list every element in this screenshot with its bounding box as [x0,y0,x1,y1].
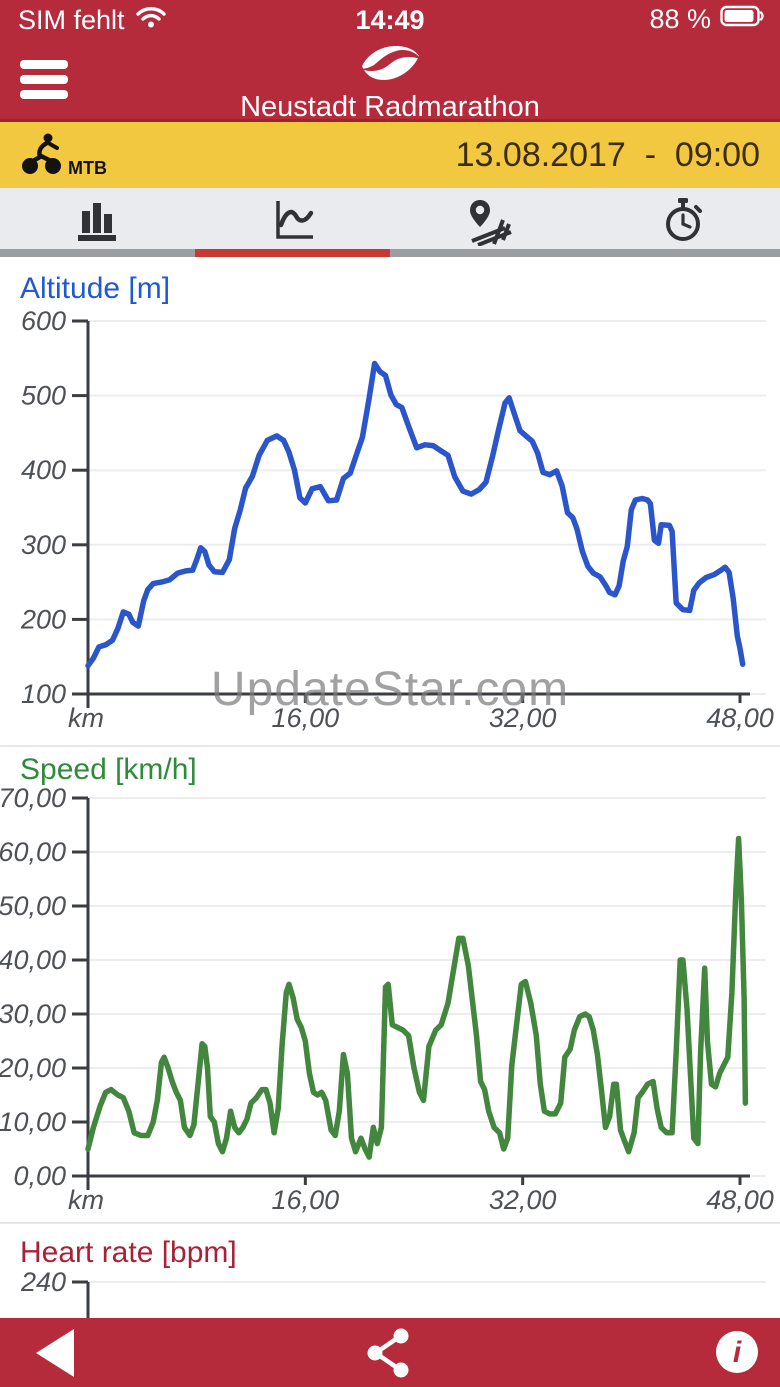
app-logo-icon [356,46,424,88]
y-tick-label: 0,00 [13,1161,66,1191]
x-tick-label: 16,00 [272,1185,340,1215]
y-tick-label: 30,00 [0,999,66,1029]
x-tick-label: 32,00 [489,1185,557,1215]
x-tick-label: 48,00 [706,703,774,733]
tab-bar [0,188,780,257]
y-tick-label: 70,00 [0,783,66,813]
y-tick-label: 240 [20,1267,66,1297]
altitude-chart[interactable]: 600 500 400 300 200 100 16,00 32,00 48,00 km [0,300,780,748]
page-title: Neustadt Radmarathon [240,91,540,123]
speed-chart-title: Speed [km/h] [20,753,197,786]
y-tick-label: 20,00 [0,1053,66,1083]
back-arrow-icon [34,1329,76,1383]
tab-timer[interactable] [585,188,780,257]
heart-rate-chart-title: Heart rate [bpm] [20,1236,237,1269]
stopwatch-icon [659,196,707,249]
section-divider [0,1222,780,1224]
y-tick-label: 50,00 [0,891,66,921]
clock: 14:49 [355,5,425,35]
x-axis-unit-label: km [68,1185,104,1215]
y-tick-label: 400 [21,455,66,485]
battery-percent-label: 88 % [649,4,711,34]
bar-chart-icon [74,196,122,249]
altitude-line [85,360,746,669]
event-bar: MTB 13.08.2017 - 09:00 [0,122,780,188]
info-button[interactable]: i [714,1329,760,1380]
x-tick-label: 16,00 [272,703,340,733]
hamburger-menu-icon[interactable] [20,60,68,99]
altitude-chart-title: Altitude [m] [20,272,171,305]
tab-statistics[interactable] [0,188,195,257]
svg-text:i: i [733,1336,742,1369]
battery-icon [720,4,766,35]
map-route-icon [463,196,513,251]
share-icon [363,1328,417,1384]
x-tick-label: 48,00 [706,1185,774,1215]
share-button[interactable] [363,1326,417,1385]
speed-chart[interactable]: 70,00 60,00 50,00 40,00 30,00 20,00 10,00 0,00 1… [0,780,780,1225]
wifi-icon [135,4,167,37]
y-tick-label: 300 [21,530,66,560]
y-tick-label: 500 [21,381,66,411]
y-tick-label: 200 [20,604,66,634]
y-tick-label: 600 [21,306,66,336]
section-divider [0,745,780,747]
bottom-toolbar: i [0,1318,780,1387]
speed-line [85,835,749,1160]
line-chart-icon [269,196,317,249]
x-tick-label: 32,00 [489,703,557,733]
tab-underline-active [195,249,390,257]
y-tick-label: 100 [21,679,66,709]
tab-map[interactable] [390,188,585,257]
back-button[interactable] [34,1327,76,1384]
y-tick-label: 10,00 [0,1107,66,1137]
heart-rate-chart[interactable]: 240 [0,1262,780,1318]
tab-graphs[interactable] [195,188,390,257]
tab-underline [585,249,780,257]
category-badge: MTB [68,158,107,178]
tab-underline [390,249,585,257]
status-bar: SIM fehlt 14:49 88 % [0,0,780,40]
y-tick-label: 40,00 [0,945,66,975]
y-tick-label: 60,00 [0,837,66,867]
event-datetime: 13.08.2017 - 09:00 [455,136,760,174]
info-icon: i [714,1331,760,1379]
x-axis-unit-label: km [68,703,104,733]
header-divider [0,119,780,122]
cyclist-icon [20,132,66,181]
tab-underline [0,249,195,257]
carrier-label: SIM fehlt [18,5,125,35]
app-header: Neustadt Radmarathon [0,40,780,123]
